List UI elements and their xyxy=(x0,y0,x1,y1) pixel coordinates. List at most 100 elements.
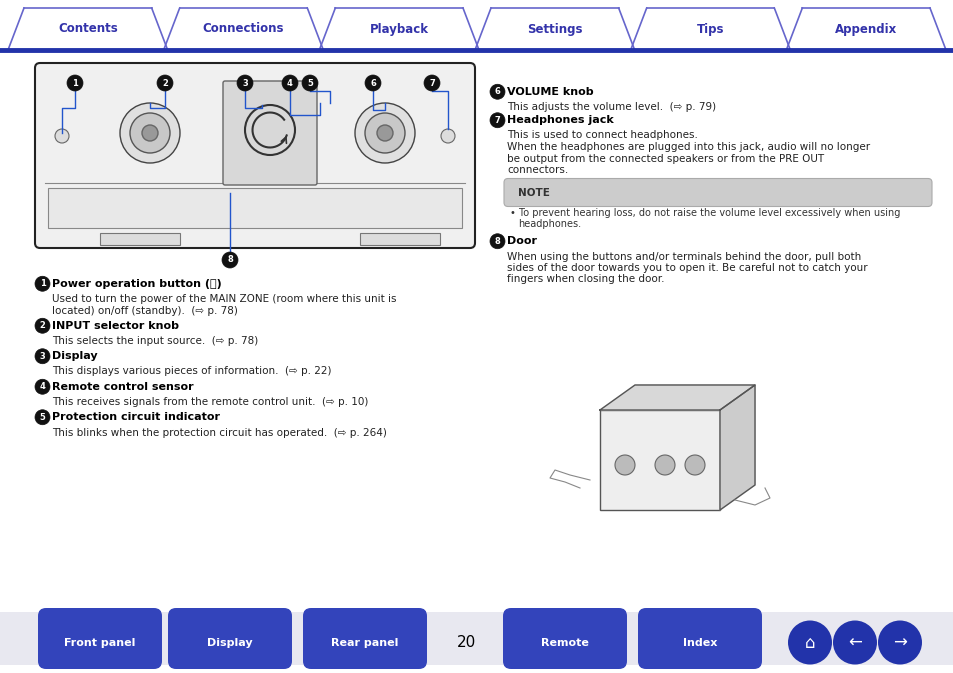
FancyBboxPatch shape xyxy=(168,608,292,669)
Circle shape xyxy=(877,621,921,664)
Text: →: → xyxy=(892,633,906,651)
Text: INPUT selector knob: INPUT selector knob xyxy=(52,321,179,330)
Text: Remote: Remote xyxy=(540,637,588,647)
Circle shape xyxy=(787,621,831,664)
Text: This displays various pieces of information.  (⇨ p. 22): This displays various pieces of informat… xyxy=(52,367,331,376)
Text: located) on/off (standby).  (⇨ p. 78): located) on/off (standby). (⇨ p. 78) xyxy=(52,306,237,316)
Circle shape xyxy=(365,75,380,91)
Circle shape xyxy=(35,410,50,425)
Text: NOTE: NOTE xyxy=(517,188,549,199)
Text: 20: 20 xyxy=(456,635,476,650)
Polygon shape xyxy=(475,8,634,50)
Text: headphones.: headphones. xyxy=(517,219,580,229)
Text: 2: 2 xyxy=(39,321,46,330)
Bar xyxy=(359,233,439,245)
Circle shape xyxy=(236,75,253,91)
FancyBboxPatch shape xyxy=(35,63,475,248)
Circle shape xyxy=(490,113,504,128)
Text: 6: 6 xyxy=(370,79,375,87)
Text: 4: 4 xyxy=(39,382,46,391)
Text: 3: 3 xyxy=(40,352,46,361)
Text: 7: 7 xyxy=(429,79,435,87)
Circle shape xyxy=(120,103,180,163)
Text: Protection circuit indicator: Protection circuit indicator xyxy=(52,413,220,422)
FancyBboxPatch shape xyxy=(502,608,626,669)
Circle shape xyxy=(35,349,50,363)
Polygon shape xyxy=(630,8,789,50)
Text: When the headphones are plugged into this jack, audio will no longer: When the headphones are plugged into thi… xyxy=(506,142,869,152)
FancyBboxPatch shape xyxy=(38,608,162,669)
Text: 1: 1 xyxy=(72,79,78,87)
Circle shape xyxy=(55,129,69,143)
Text: VOLUME knob: VOLUME knob xyxy=(506,87,593,97)
Circle shape xyxy=(67,75,83,91)
Text: • To prevent hearing loss, do not raise the volume level excessively when using: • To prevent hearing loss, do not raise … xyxy=(510,209,900,219)
Bar xyxy=(100,233,180,245)
Circle shape xyxy=(142,125,158,141)
Text: Remote control sensor: Remote control sensor xyxy=(52,382,193,392)
Circle shape xyxy=(684,455,704,475)
Text: marantz: marantz xyxy=(236,85,274,94)
Polygon shape xyxy=(164,8,323,50)
Text: 2: 2 xyxy=(162,79,168,87)
Text: be output from the connected speakers or from the PRE OUT: be output from the connected speakers or… xyxy=(506,153,823,164)
Text: Door: Door xyxy=(506,236,537,246)
Circle shape xyxy=(832,621,876,664)
Text: 8: 8 xyxy=(494,237,500,246)
Text: ←: ← xyxy=(847,633,861,651)
Text: Contents: Contents xyxy=(58,22,117,36)
Polygon shape xyxy=(8,8,168,50)
Circle shape xyxy=(157,75,172,91)
Bar xyxy=(0,612,953,665)
Text: ⌂: ⌂ xyxy=(804,633,815,651)
Polygon shape xyxy=(599,385,754,410)
Circle shape xyxy=(35,276,50,291)
Polygon shape xyxy=(785,8,945,50)
Text: 7: 7 xyxy=(494,116,500,125)
Text: 3: 3 xyxy=(242,79,248,87)
FancyBboxPatch shape xyxy=(223,81,316,185)
Text: This selects the input source.  (⇨ p. 78): This selects the input source. (⇨ p. 78) xyxy=(52,336,258,346)
Polygon shape xyxy=(720,385,754,510)
Text: This adjusts the volume level.  (⇨ p. 79): This adjusts the volume level. (⇨ p. 79) xyxy=(506,102,716,112)
Bar xyxy=(599,410,720,510)
Circle shape xyxy=(490,84,504,99)
Text: Index: Index xyxy=(682,637,717,647)
Text: Tips: Tips xyxy=(696,22,723,36)
Text: sides of the door towards you to open it. Be careful not to catch your: sides of the door towards you to open it… xyxy=(506,263,866,273)
Text: 1: 1 xyxy=(39,279,46,288)
Circle shape xyxy=(655,455,675,475)
Text: Used to turn the power of the MAIN ZONE (room where this unit is: Used to turn the power of the MAIN ZONE … xyxy=(52,294,396,304)
Text: When using the buttons and/or terminals behind the door, pull both: When using the buttons and/or terminals … xyxy=(506,252,861,262)
Text: This is used to connect headphones.: This is used to connect headphones. xyxy=(506,131,698,141)
FancyBboxPatch shape xyxy=(303,608,427,669)
Text: 6: 6 xyxy=(494,87,500,96)
Circle shape xyxy=(282,75,297,91)
Circle shape xyxy=(615,455,635,475)
FancyBboxPatch shape xyxy=(503,178,931,207)
Circle shape xyxy=(490,234,504,249)
Text: Front panel: Front panel xyxy=(64,637,135,647)
Text: Display: Display xyxy=(52,351,97,361)
Text: This receives signals from the remote control unit.  (⇨ p. 10): This receives signals from the remote co… xyxy=(52,397,368,407)
Circle shape xyxy=(35,380,50,394)
Circle shape xyxy=(423,75,439,91)
Polygon shape xyxy=(319,8,478,50)
Circle shape xyxy=(302,75,317,91)
Text: 4: 4 xyxy=(287,79,293,87)
Circle shape xyxy=(365,113,405,153)
FancyBboxPatch shape xyxy=(638,608,761,669)
Text: Headphones jack: Headphones jack xyxy=(506,115,613,125)
Text: 8: 8 xyxy=(227,256,233,264)
Text: Rear panel: Rear panel xyxy=(331,637,398,647)
Text: Settings: Settings xyxy=(526,22,582,36)
Text: 5: 5 xyxy=(307,79,313,87)
Text: fingers when closing the door.: fingers when closing the door. xyxy=(506,275,664,285)
Circle shape xyxy=(222,252,237,268)
Text: Playback: Playback xyxy=(369,22,428,36)
Bar xyxy=(48,188,461,228)
Text: connectors.: connectors. xyxy=(506,165,568,175)
Circle shape xyxy=(376,125,393,141)
Text: Appendix: Appendix xyxy=(834,22,897,36)
Text: Power operation button (⏻): Power operation button (⏻) xyxy=(52,279,221,289)
